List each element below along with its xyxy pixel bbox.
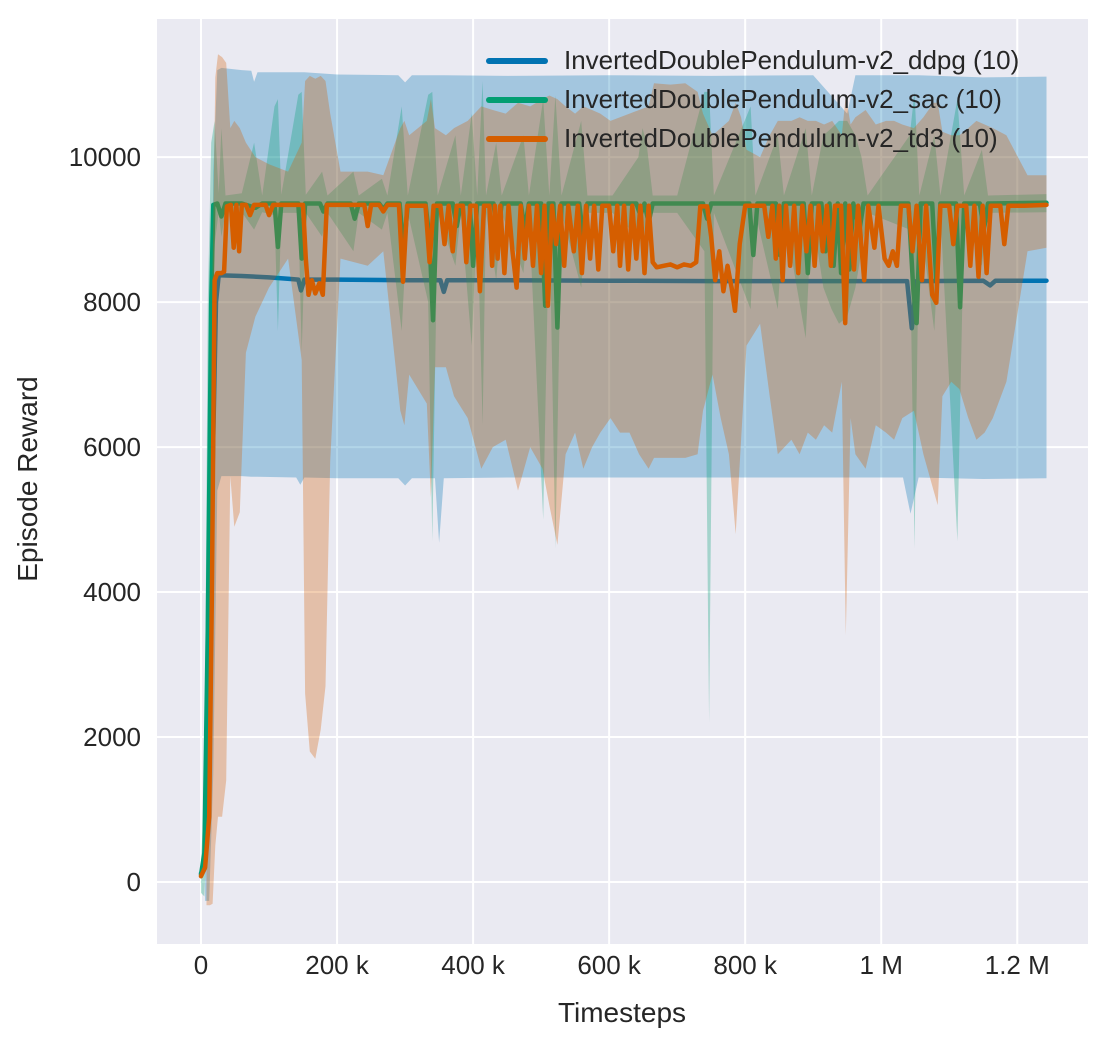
y-axis-title: Episode Reward xyxy=(12,376,43,582)
legend-label-sac: InvertedDoublePendulum-v2_sac (10) xyxy=(564,84,1002,114)
y-tick-label: 6000 xyxy=(83,432,141,462)
legend-line-swatch-ddpg xyxy=(486,57,548,64)
series-band-1 xyxy=(201,81,1047,897)
y-tick-label: 2000 xyxy=(83,722,141,752)
legend: InvertedDoublePendulum-v2_ddpg (10) Inve… xyxy=(486,41,1019,158)
legend-line-swatch-td3 xyxy=(486,135,548,142)
legend-entry-ddpg: InvertedDoublePendulum-v2_ddpg (10) xyxy=(486,41,1019,80)
series-line-2 xyxy=(198,202,1049,879)
x-tick-label: 400 k xyxy=(441,950,506,980)
y-tick-label: 8000 xyxy=(83,287,141,317)
series-band-2 xyxy=(206,54,1047,906)
x-tick-label: 0 xyxy=(194,950,208,980)
x-tick-label: 200 k xyxy=(305,950,370,980)
plot-background xyxy=(157,19,1088,944)
y-tick-label: 4000 xyxy=(83,577,141,607)
legend-label-td3: InvertedDoublePendulum-v2_td3 (10) xyxy=(564,123,998,153)
x-tick-label: 1 M xyxy=(860,950,903,980)
series-band-0 xyxy=(205,67,1047,901)
x-tick-label: 600 k xyxy=(577,950,642,980)
y-tick-label: 10000 xyxy=(69,142,141,172)
y-tick-label: 0 xyxy=(127,867,141,897)
legend-label-ddpg: InvertedDoublePendulum-v2_ddpg (10) xyxy=(564,45,1020,75)
x-tick-label: 800 k xyxy=(713,950,778,980)
legend-line-swatch-sac xyxy=(486,96,548,103)
legend-entry-sac: InvertedDoublePendulum-v2_sac (10) xyxy=(486,80,1019,119)
series-layer xyxy=(198,54,1049,906)
legend-entry-td3: InvertedDoublePendulum-v2_td3 (10) xyxy=(486,119,1019,158)
series-line-1 xyxy=(198,200,1049,878)
x-axis-title: Timesteps xyxy=(557,997,687,1028)
x-tick-label: 1.2 M xyxy=(985,950,1050,980)
